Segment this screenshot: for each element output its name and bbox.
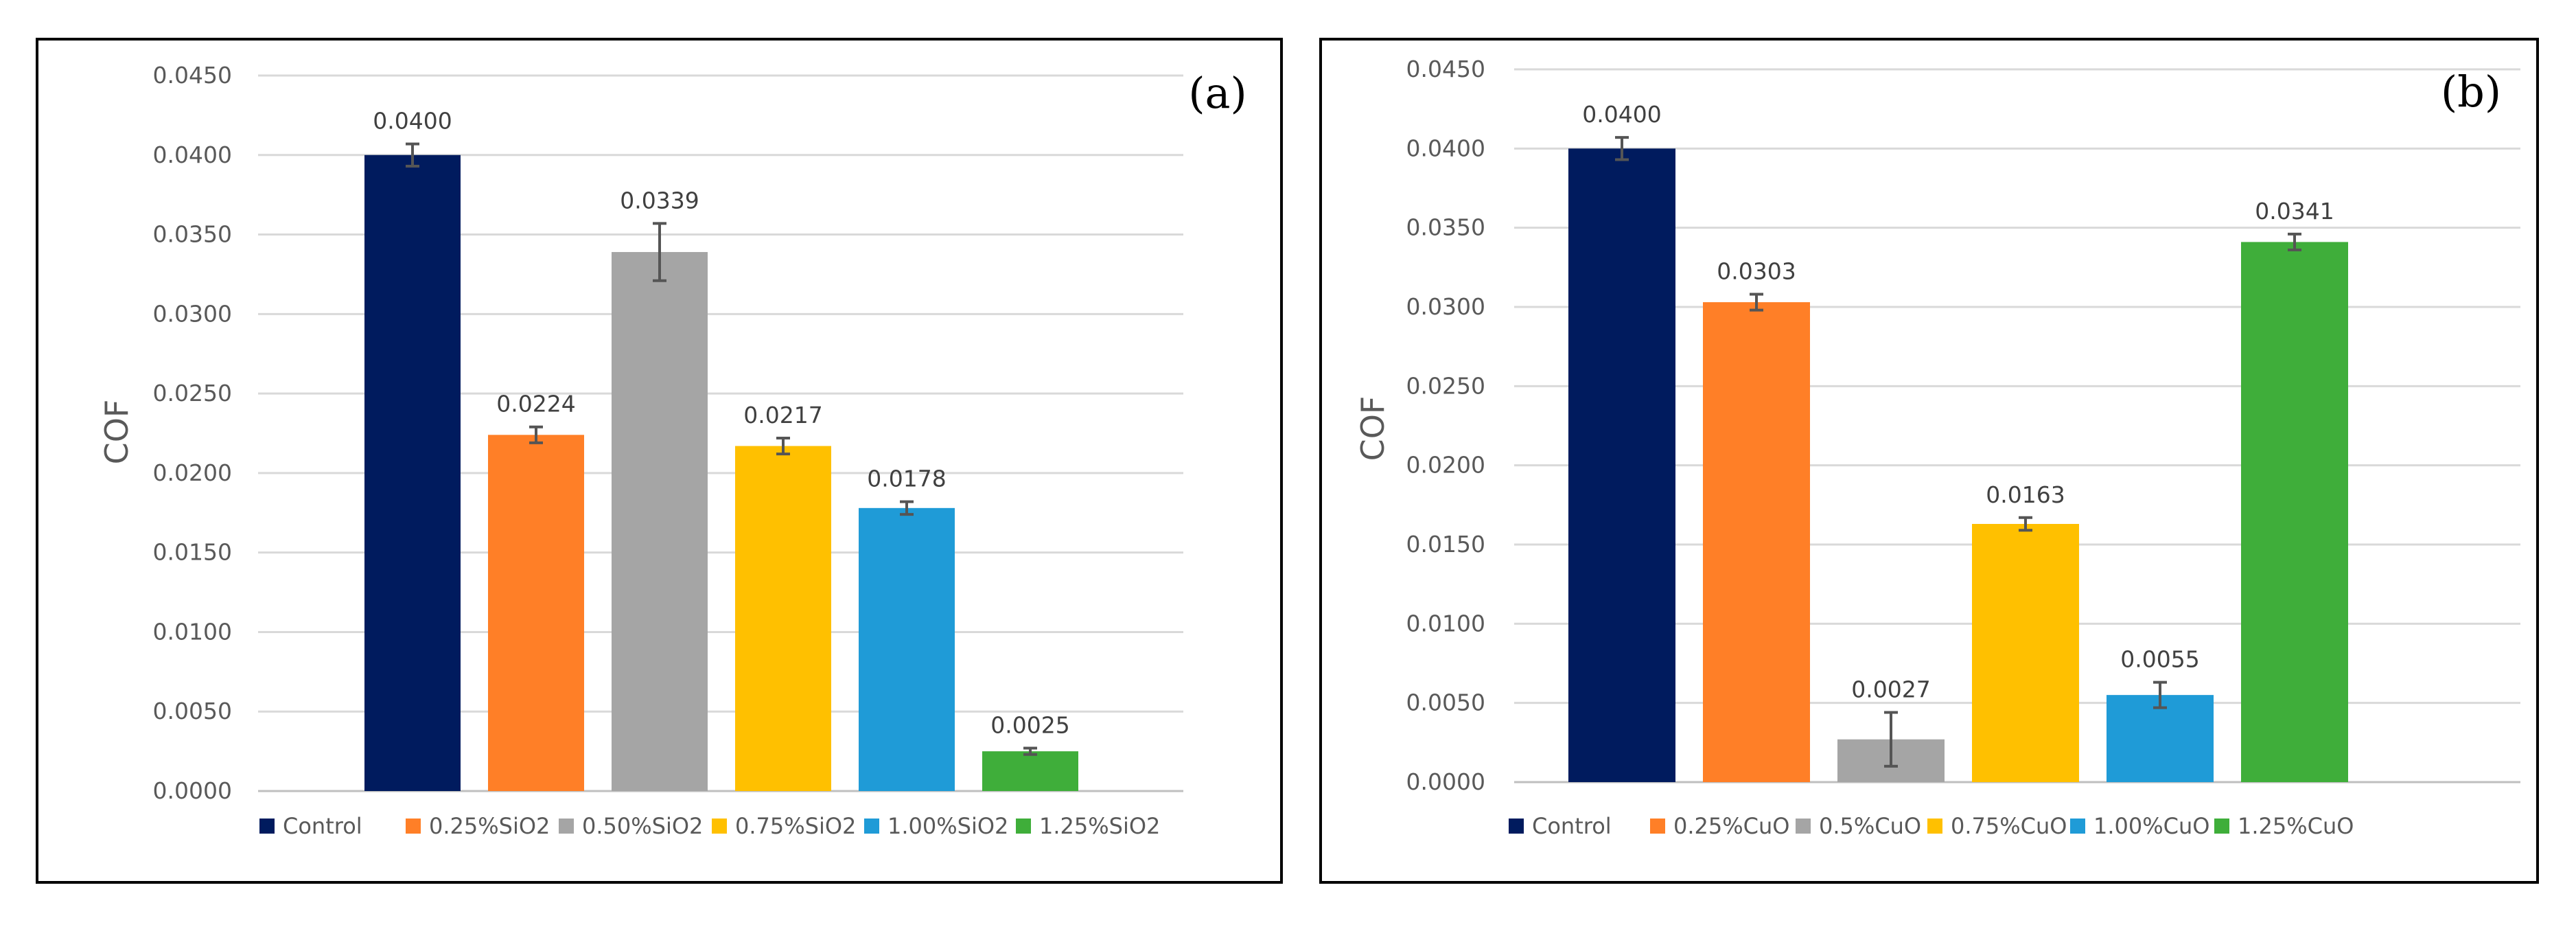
data-label: 0.0027 (1851, 676, 1930, 703)
chart-panel-a: 0.0000 0.0050 0.0100 0.0150 0.0200 0.0250 0.03… (36, 38, 1283, 884)
legend-swatch (259, 819, 275, 834)
data-label: 0.0400 (1582, 101, 1661, 128)
legend-entry: 0.75%SiO2 (735, 813, 856, 839)
y-tick-label: 0.0050 (153, 698, 232, 724)
data-label: 0.0025 (990, 711, 1069, 738)
y-tick-label: 0.0150 (153, 539, 232, 566)
legend-entry: 0.50%SiO2 (582, 813, 703, 839)
bar (1972, 524, 2079, 782)
legend-entry: 1.00%CuO (2093, 813, 2209, 839)
data-label: 0.0224 (496, 391, 575, 417)
y-tick-label: 0.0000 (153, 777, 232, 804)
legend-entry: 0.5%CuO (1819, 813, 1921, 839)
data-label: 0.0400 (373, 108, 452, 135)
legend-entry: Control (1532, 813, 1612, 839)
data-label: 0.0217 (743, 402, 822, 428)
legend-entry: 0.75%CuO (1951, 813, 2067, 839)
chart-b-svg: 0.0000 0.0050 0.0100 0.0150 0.0200 0.0250 0.03… (1354, 56, 2520, 839)
y-tick-label: 0.0350 (1406, 214, 1485, 241)
legend-entry: 0.25%CuO (1673, 813, 1789, 839)
y-tick-label: 0.0300 (1406, 293, 1485, 320)
y-tick-label: 0.0350 (153, 221, 232, 248)
data-label: 0.0178 (867, 466, 946, 492)
y-tick-label: 0.0100 (153, 618, 232, 645)
y-tick-label: 0.0450 (153, 62, 232, 89)
y-tick-label: 0.0250 (1406, 372, 1485, 399)
y-tick-label: 0.0000 (1406, 768, 1485, 795)
bar (364, 154, 461, 791)
bar (735, 446, 831, 791)
bar (1703, 302, 1810, 783)
legend-entry: 0.25%SiO2 (429, 813, 550, 839)
legend-entry: Control (283, 813, 362, 839)
y-tick-label: 0.0200 (153, 459, 232, 486)
y-tick-label: 0.0400 (153, 141, 232, 168)
legend-swatch (1927, 819, 1942, 834)
y-tick-label: 0.0400 (1406, 135, 1485, 161)
bar (982, 751, 1078, 791)
data-label: 0.0339 (620, 187, 699, 214)
y-axis-title: COF (98, 400, 135, 465)
bar (488, 435, 584, 791)
data-label: 0.0341 (2255, 198, 2334, 225)
legend-swatch (1650, 819, 1665, 834)
bar (859, 507, 955, 791)
legend-swatch (712, 819, 727, 834)
bar (2107, 695, 2214, 782)
y-tick-label: 0.0050 (1406, 689, 1485, 716)
legend-swatch (2070, 819, 2085, 834)
bar (612, 252, 708, 791)
bar (2241, 242, 2348, 783)
chart-a-svg: 0.0000 0.0050 0.0100 0.0150 0.0200 0.0250 0.03… (98, 62, 1247, 839)
legend-swatch (1509, 819, 1524, 834)
legend-entry: 1.25%SiO2 (1039, 813, 1160, 839)
y-tick-label: 0.0450 (1406, 56, 1485, 82)
legend-swatch (559, 819, 574, 834)
legend-swatch (864, 819, 879, 834)
bar (1568, 148, 1675, 783)
data-label: 0.0303 (1717, 258, 1796, 285)
legend-swatch (1016, 819, 1031, 834)
panel-label: (b) (2441, 67, 2501, 117)
data-label: 0.0055 (2120, 646, 2199, 673)
legend-swatch (2214, 819, 2229, 834)
y-tick-label: 0.0200 (1406, 452, 1485, 479)
y-tick-label: 0.0150 (1406, 531, 1485, 558)
legend-entry: 1.25%CuO (2238, 813, 2354, 839)
panel-label: (a) (1188, 68, 1246, 118)
y-tick-label: 0.0250 (153, 380, 232, 407)
legend-swatch (1796, 819, 1811, 834)
y-tick-label: 0.0100 (1406, 610, 1485, 637)
chart-panel-b: 0.0000 0.0050 0.0100 0.0150 0.0200 0.0250 0.03… (1319, 38, 2539, 884)
data-label: 0.0163 (1986, 481, 2065, 508)
y-tick-label: 0.0300 (153, 300, 232, 327)
legend-entry: 1.00%SiO2 (887, 813, 1008, 839)
y-axis-title: COF (1354, 396, 1391, 461)
legend-swatch (406, 819, 421, 834)
